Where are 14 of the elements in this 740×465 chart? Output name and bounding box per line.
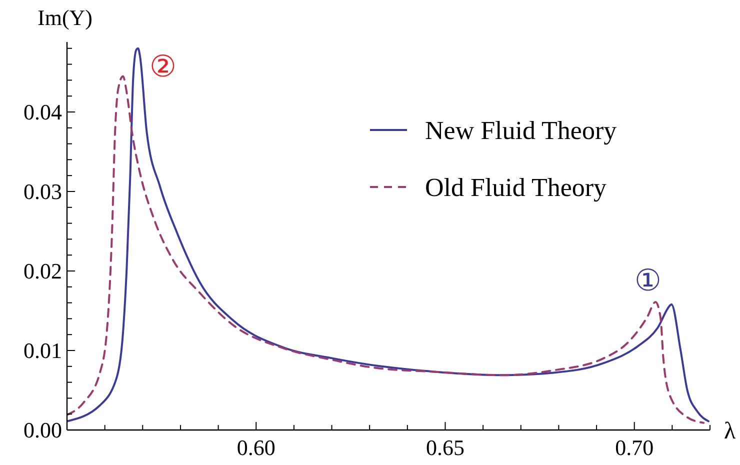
legend-label: New Fluid Theory xyxy=(425,116,617,146)
x-tick-label: 0.70 xyxy=(615,435,654,460)
x-tick-label: 0.60 xyxy=(236,435,276,460)
x-axis-title: λ xyxy=(724,418,736,444)
annotation: ② xyxy=(150,50,176,84)
y-tick-label: 0.02 xyxy=(24,258,62,284)
y-tick-label: 0.04 xyxy=(24,100,62,125)
y-tick-label: 0.03 xyxy=(24,179,62,204)
x-tick-label: 0.65 xyxy=(426,435,464,460)
y-axis-title: Im(Y) xyxy=(38,5,92,30)
y-tick-label: 0.01 xyxy=(24,338,62,364)
legend-label: Old Fluid Theory xyxy=(425,173,607,202)
annotation: ① xyxy=(634,264,662,298)
y-tick-label: 0.00 xyxy=(24,418,62,443)
